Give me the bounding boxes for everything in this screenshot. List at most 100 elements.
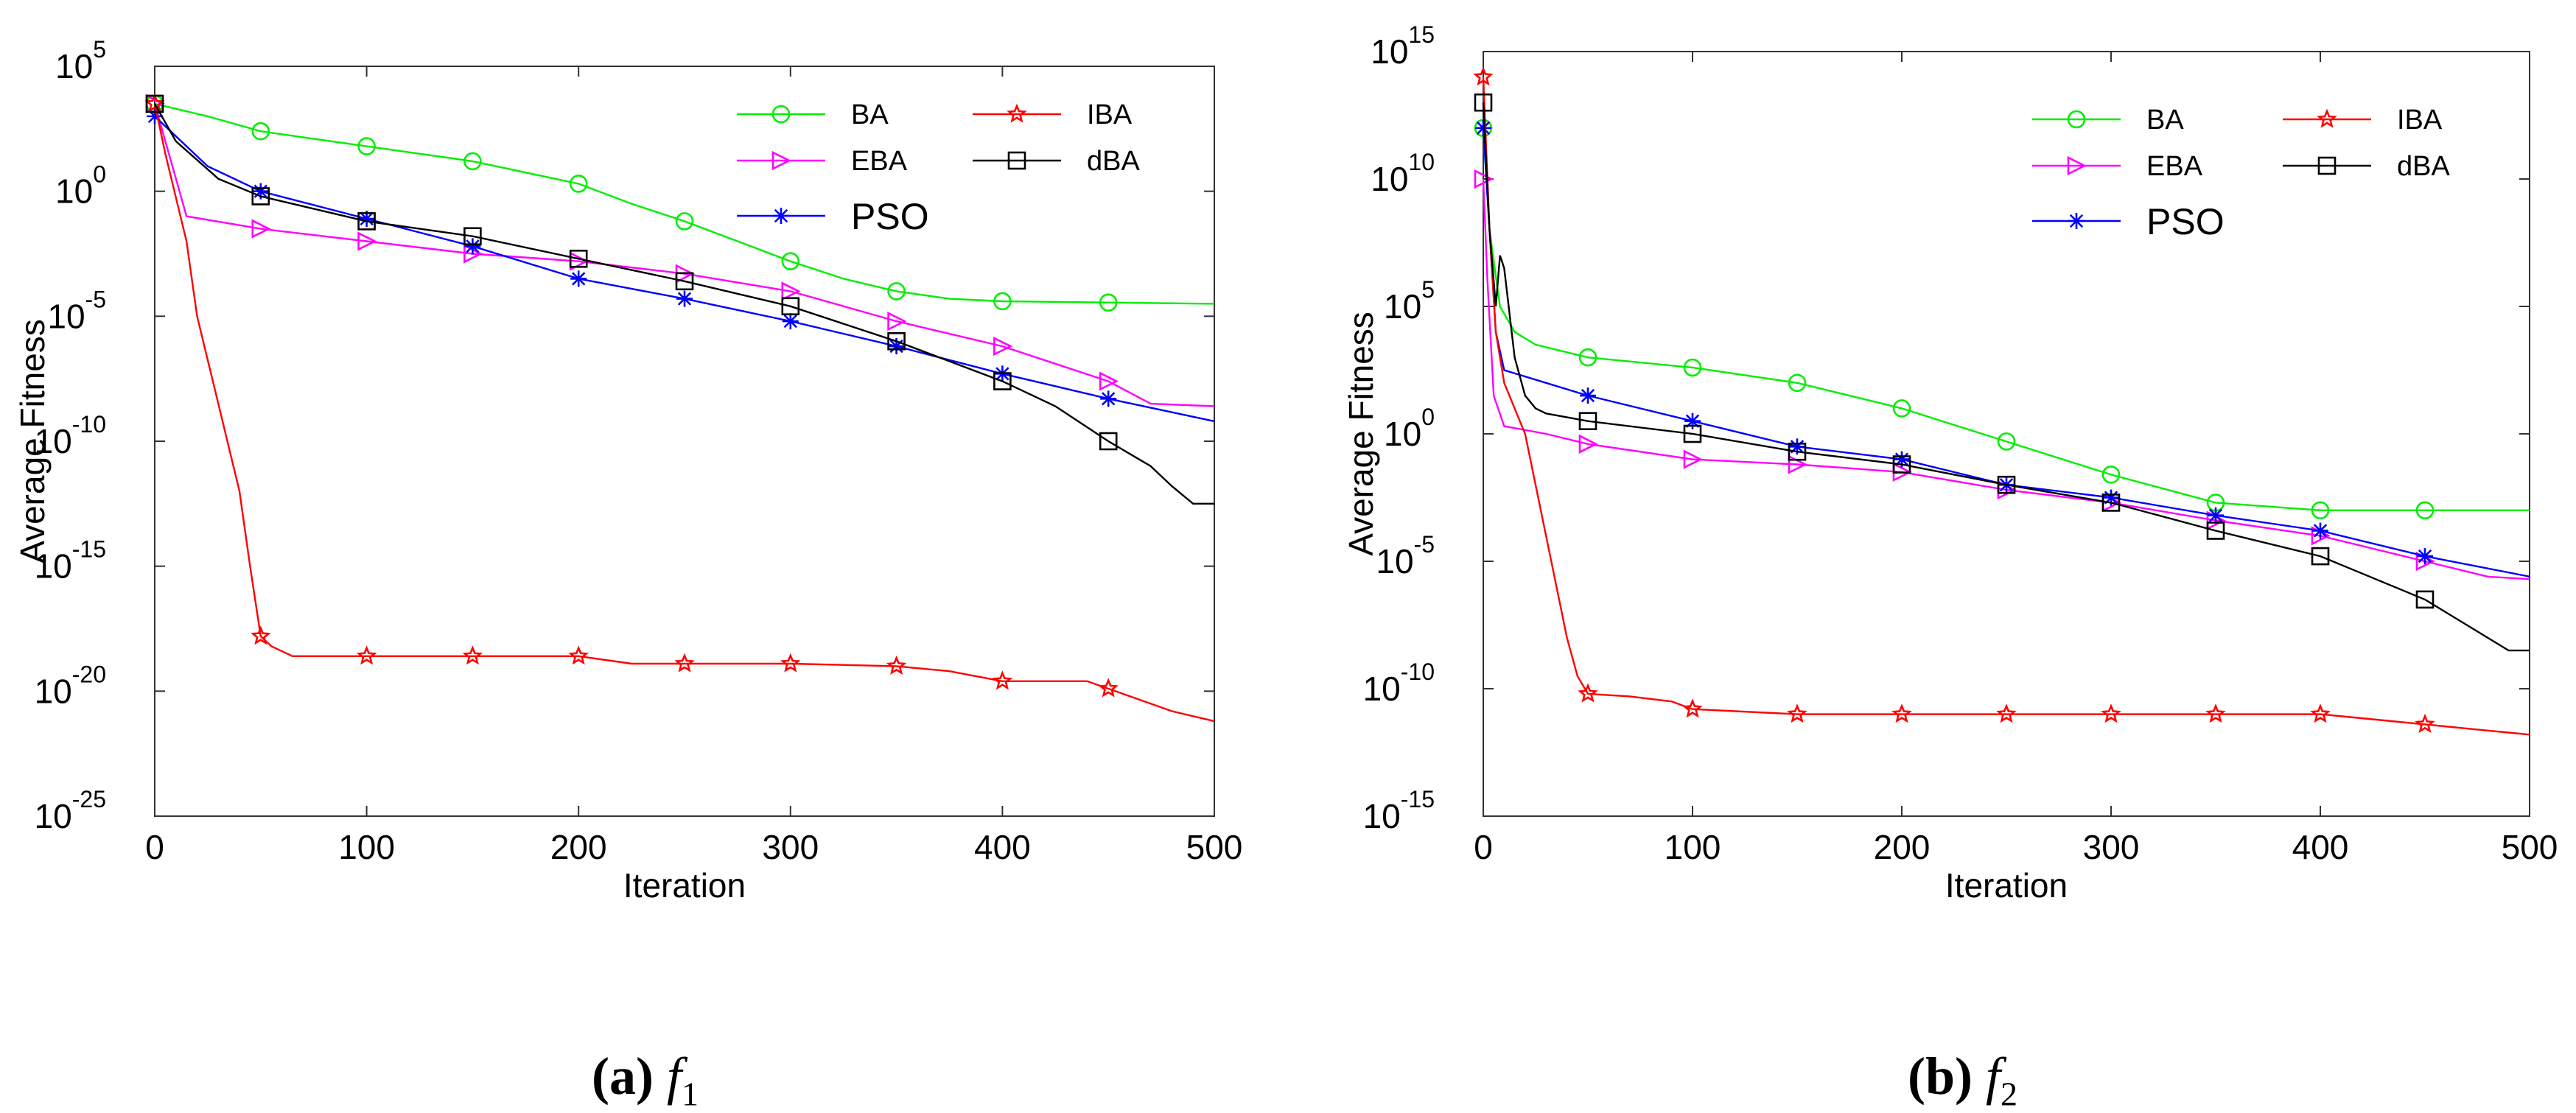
chartb-line-iba bbox=[1482, 77, 2530, 736]
chartb-marker-dba bbox=[1997, 475, 2016, 494]
charta-y-tick-label: 10-25 bbox=[35, 786, 106, 835]
chartb-legend-label: PSO bbox=[2146, 201, 2225, 242]
charta-marker-eba bbox=[993, 336, 1013, 357]
charta-marker-dba bbox=[357, 212, 376, 231]
charta-line-iba bbox=[153, 103, 1215, 723]
chartb-marker-pso bbox=[1789, 438, 1805, 455]
chartb-marker-iba bbox=[2101, 703, 2121, 723]
charta-x-tick-label: 500 bbox=[1186, 828, 1243, 866]
charta-marker-eba bbox=[781, 281, 801, 301]
chartb-marker-pso bbox=[2208, 507, 2224, 524]
chartb-marker-dba bbox=[1892, 455, 1911, 474]
charta-marker-iba bbox=[780, 653, 801, 673]
charta-line-ba bbox=[154, 102, 1215, 305]
chartb-line-ba bbox=[1482, 127, 2530, 511]
charta-line-pso bbox=[154, 116, 1215, 423]
chartb-marker-ba bbox=[1892, 399, 1911, 418]
charta-legend-marker bbox=[773, 208, 789, 224]
caption-a-sub: 1 bbox=[681, 1075, 699, 1113]
charta-x-tick-label: 100 bbox=[338, 828, 395, 866]
charta-legend-marker bbox=[771, 105, 791, 124]
chartb-line-eba bbox=[1482, 178, 2530, 580]
caption-b: (b) f2 bbox=[1908, 1046, 2017, 1113]
charta-marker-iba bbox=[462, 645, 483, 665]
chartb-y-tick-label: 10-15 bbox=[1363, 786, 1435, 835]
charta-xlabel: Iteration bbox=[623, 866, 746, 905]
chartb-y-tick-label: 1015 bbox=[1371, 21, 1435, 71]
chartb-marker-iba bbox=[1473, 66, 1494, 86]
chartb-marker-pso bbox=[1894, 451, 1910, 468]
charta-marker-dba bbox=[251, 187, 270, 206]
charta-legend-label: PSO bbox=[851, 196, 929, 237]
chartb-marker-ba bbox=[2311, 501, 2330, 520]
chartb-marker-pso bbox=[1580, 387, 1596, 404]
charta-marker-pso bbox=[464, 238, 481, 255]
charta-line-eba bbox=[153, 103, 1215, 407]
chartb-marker-ba bbox=[1997, 432, 2016, 451]
charta-marker-pso bbox=[570, 270, 587, 287]
charta-marker-ba bbox=[887, 282, 906, 301]
chartb-marker-pso bbox=[2312, 522, 2328, 539]
chartb-marker-ba bbox=[1578, 348, 1597, 367]
chartb-legend-label: dBA bbox=[2397, 151, 2450, 182]
chartb-x-axis: 0 100 200 300 400 500 bbox=[1474, 52, 2558, 866]
charta-marker-dba bbox=[675, 272, 694, 291]
charta-marker-dba bbox=[463, 227, 482, 246]
charta-legend-item-ba: BA bbox=[737, 99, 889, 130]
charta-marker-dba bbox=[145, 94, 164, 113]
charta-y-tick-label: 10-5 bbox=[47, 286, 106, 335]
charta-legend-label: EBA bbox=[851, 146, 908, 177]
chartb-y-tick-label: 1010 bbox=[1371, 149, 1435, 198]
chartb-ylabel: Average Fitness bbox=[1342, 312, 1380, 556]
chart-b: 0 100 200 300 400 5001015101010510010-510-101… bbox=[1342, 21, 2558, 905]
charta-line-dba bbox=[153, 103, 1214, 505]
charta-series-ba bbox=[145, 94, 1215, 312]
charta-marker-pso bbox=[676, 290, 693, 307]
chartb-marker-iba bbox=[1996, 703, 2017, 723]
caption-b-sub: 2 bbox=[2001, 1075, 2018, 1113]
charta-marker-pso bbox=[782, 313, 799, 330]
charta-series-pso bbox=[147, 108, 1215, 423]
charta-x-tick-label: 0 bbox=[145, 828, 164, 866]
charta-marker-iba bbox=[568, 645, 589, 665]
chartb-legend-item-pso: PSO bbox=[2032, 201, 2225, 242]
chartb-legend-item-iba: IBA bbox=[2283, 105, 2443, 136]
chartb-marker-eba bbox=[1578, 434, 1598, 454]
chartb-marker-iba bbox=[1682, 698, 1703, 718]
chartb-series-iba bbox=[1473, 66, 2530, 736]
charta-y-tick-label: 10-20 bbox=[35, 661, 106, 710]
caption-b-func: f bbox=[1986, 1047, 2001, 1106]
chartb-marker-dba bbox=[1788, 442, 1807, 461]
charta-marker-iba bbox=[886, 656, 907, 675]
chartb-x-tick-label: 200 bbox=[1874, 828, 1931, 866]
charta-marker-dba bbox=[781, 297, 800, 316]
chartb-marker-dba bbox=[2101, 494, 2121, 512]
charta-legend: BA EBA PSO IBA dBA bbox=[737, 99, 1140, 237]
charta-series-iba bbox=[144, 93, 1215, 723]
chartb-legend-marker bbox=[2068, 213, 2085, 229]
chart-a: 0 100 200 300 400 500 105 100 10-5 10-10 10-15 10-2… bbox=[13, 36, 1243, 905]
chartb-legend-marker bbox=[2067, 155, 2087, 176]
chartb-marker-pso bbox=[1684, 412, 1701, 429]
chartb-legend-item-ba: BA bbox=[2032, 105, 2184, 136]
charta-marker-eba bbox=[1099, 371, 1119, 391]
charta-marker-dba bbox=[993, 372, 1012, 390]
chartb-y-axis: 1015 1010 105 100 10-5 10-10 10-15 bbox=[1363, 21, 2530, 835]
charta-marker-iba bbox=[992, 670, 1013, 690]
charta-legend-marker bbox=[1007, 151, 1026, 170]
chartb-y-tick-label: 10-10 bbox=[1363, 659, 1435, 708]
caption-a-letter: (a) bbox=[592, 1047, 654, 1106]
chartb-legend-label: EBA bbox=[2146, 151, 2203, 182]
chartb-marker-dba bbox=[2206, 522, 2225, 540]
charta-marker-ba bbox=[675, 212, 694, 231]
charta-legend-label: BA bbox=[851, 99, 889, 130]
chartb-marker-dba bbox=[1578, 412, 1597, 431]
chartb-legend-item-dba: dBA bbox=[2283, 151, 2450, 182]
chartb-marker-ba bbox=[2101, 466, 2121, 484]
charta-x-tick-label: 300 bbox=[762, 828, 819, 866]
chartb-marker-dba bbox=[1474, 93, 1493, 112]
charta-marker-pso bbox=[147, 108, 163, 124]
charta-x-tick-label: 200 bbox=[550, 828, 607, 866]
chartb-x-tick-label: 0 bbox=[1474, 828, 1493, 866]
charta-plot-frame bbox=[154, 66, 1215, 817]
